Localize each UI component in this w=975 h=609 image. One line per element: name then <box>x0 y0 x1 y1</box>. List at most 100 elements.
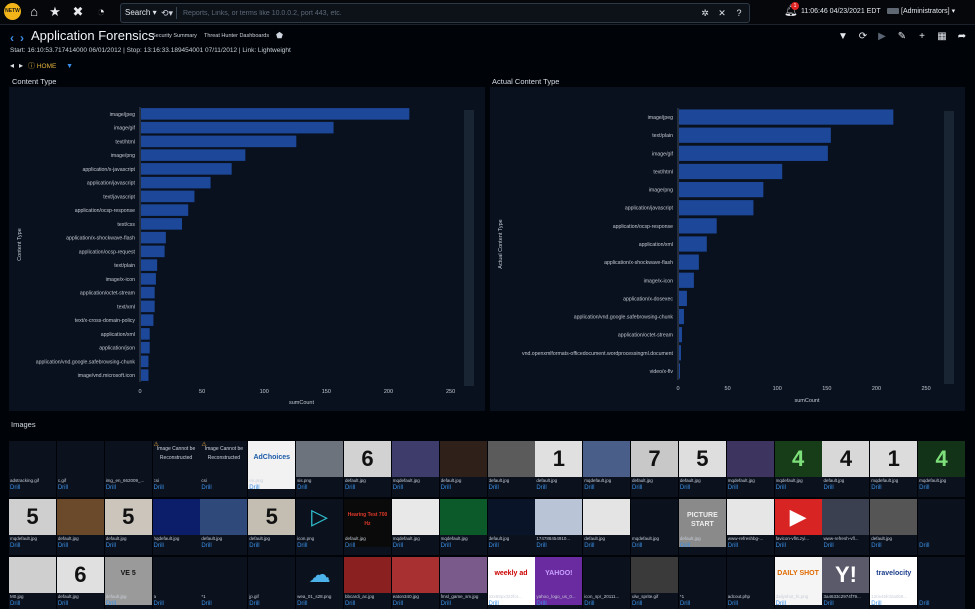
drill-link[interactable]: Drill <box>727 543 739 549</box>
drill-link[interactable]: Drill <box>775 543 786 549</box>
image-tile[interactable]: 7 default.jpg Drill <box>631 441 679 497</box>
drill-link[interactable]: Drill <box>201 601 212 607</box>
image-thumbnail[interactable] <box>56 499 104 535</box>
image-thumbnail[interactable]: 4 <box>822 441 870 477</box>
breadcrumb-threat-hunter[interactable]: Threat Hunter Dashboards <box>204 33 270 39</box>
add-icon[interactable]: + <box>919 31 925 42</box>
image-thumbnail[interactable] <box>248 557 296 593</box>
drill-link[interactable]: Drill <box>297 485 308 491</box>
drill-link[interactable]: Drill <box>249 601 260 607</box>
image-thumbnail[interactable]: 5 <box>104 499 152 535</box>
drill-link[interactable]: Drill <box>57 543 69 549</box>
image-tile[interactable]: hqdefault.jpg Drill <box>152 499 200 555</box>
pin-icon[interactable]: ✎ <box>897 31 907 42</box>
image-thumbnail[interactable] <box>535 499 583 535</box>
forward-arrow-icon[interactable]: › <box>20 31 24 45</box>
drill-link[interactable]: Drill <box>632 601 643 607</box>
image-thumbnail[interactable] <box>726 441 774 477</box>
image-tile[interactable]: Drill <box>918 499 966 555</box>
drill-link[interactable]: Drill <box>919 485 930 491</box>
image-tile[interactable]: default.jpg Drill <box>583 499 631 555</box>
drill-link[interactable]: Drill <box>105 543 117 549</box>
image-thumbnail[interactable] <box>583 557 631 593</box>
image-tile[interactable]: www-refreshbg-... Drill <box>726 499 774 555</box>
image-thumbnail[interactable] <box>870 499 918 535</box>
filter-icon[interactable]: ▼ <box>838 31 848 42</box>
drill-link[interactable]: Drill <box>823 601 834 607</box>
image-tile[interactable]: default.jpg Drill <box>487 441 535 497</box>
image-thumbnail[interactable] <box>822 499 870 535</box>
image-thumbnail[interactable]: 7 <box>631 441 679 477</box>
image-tile[interactable]: default.jpg Drill <box>870 499 918 555</box>
image-thumbnail[interactable] <box>9 557 56 593</box>
image-thumbnail[interactable]: 4 <box>918 441 966 477</box>
search-history-icon[interactable]: ⟲▾ <box>161 8 174 18</box>
drill-link[interactable]: Drill <box>344 601 356 607</box>
image-tile[interactable]: sis.png Drill <box>296 441 344 497</box>
image-thumbnail[interactable]: VE 5 <box>104 557 152 605</box>
image-tile[interactable]: a Drill <box>152 557 200 609</box>
drill-link[interactable]: Drill <box>10 485 21 491</box>
drill-link[interactable]: Drill <box>392 485 404 491</box>
image-tile[interactable]: ⚠ Image Cannot be Reconstructed csi Drill <box>200 441 248 497</box>
home-dropdown-icon[interactable]: ▼ <box>66 63 74 70</box>
image-tile[interactable]: 6 default.jpg Drill <box>56 557 104 609</box>
drill-link[interactable]: Drill <box>679 601 691 607</box>
image-thumbnail[interactable]: ▶ <box>774 499 822 535</box>
image-tile[interactable]: *1 Drill <box>678 557 726 609</box>
image-thumbnail[interactable]: ⚠ Image Cannot be Reconstructed <box>200 441 248 481</box>
image-thumbnail[interactable] <box>583 441 631 477</box>
image-tile[interactable]: 5 default.jpg Drill <box>104 499 152 555</box>
image-tile[interactable]: weekly ad 52x59px322for... Drill <box>487 557 535 609</box>
image-tile[interactable]: default.jpg Drill <box>200 499 248 555</box>
drill-link[interactable]: Drill <box>440 543 451 549</box>
home-icon[interactable]: ⌂ <box>30 4 38 19</box>
image-tile[interactable]: img_en_662009_... Drill <box>104 441 152 497</box>
home-forward-icon[interactable]: ▸ <box>19 61 24 70</box>
drill-link[interactable]: Drill <box>775 601 786 607</box>
image-thumbnail[interactable]: DAILY SHOT <box>774 557 822 605</box>
image-tile[interactable]: default.jpg Drill <box>439 441 487 497</box>
image-tile[interactable]: www-refresh-vfl... Drill <box>822 499 870 555</box>
image-tile[interactable]: ▶ favicon-vflrLzyi... Drill <box>774 499 822 555</box>
image-thumbnail[interactable]: 5 <box>9 499 56 535</box>
drill-link[interactable]: Drill <box>823 485 834 491</box>
image-tile[interactable]: 6 default.jpg Drill <box>343 441 391 497</box>
image-tile[interactable]: fmsl_game_sm.jpg Drill <box>439 557 487 609</box>
drill-link[interactable]: Drill <box>105 601 117 607</box>
search-settings-icon[interactable]: ✲ <box>701 8 709 18</box>
image-thumbnail[interactable] <box>439 441 487 477</box>
drill-link[interactable]: Drill <box>871 601 882 607</box>
clear-search-icon[interactable]: ✕ <box>718 8 726 18</box>
image-tile[interactable]: default.jpg Drill <box>56 499 104 555</box>
image-tile[interactable]: jp.gif Drill <box>248 557 296 609</box>
image-thumbnail[interactable]: AdChoices <box>248 441 296 489</box>
image-thumbnail[interactable] <box>391 499 439 535</box>
clock-icon[interactable]: ◔ <box>97 4 105 19</box>
image-tile[interactable]: 1 mqdefault.jpg Drill <box>870 441 918 497</box>
drill-link[interactable]: Drill <box>153 543 164 549</box>
image-tile[interactable]: ☁ wea_01_s28.png Drill <box>296 557 344 609</box>
image-tile[interactable]: 174788454910... Drill <box>535 499 583 555</box>
drill-link[interactable]: Drill <box>10 543 21 549</box>
drill-link[interactable]: Drill <box>249 485 260 491</box>
play-icon[interactable]: ▶ <box>878 31 886 42</box>
drill-link[interactable]: Drill <box>201 543 212 549</box>
image-thumbnail[interactable] <box>439 499 487 535</box>
image-thumbnail[interactable] <box>631 557 679 593</box>
drill-link[interactable]: Drill <box>871 543 882 549</box>
image-tile[interactable]: M0.jpg Drill <box>9 557 56 609</box>
image-thumbnail[interactable] <box>487 499 535 535</box>
drill-link[interactable]: Drill <box>297 601 308 607</box>
image-tile[interactable]: mqdefault.jpg Drill <box>631 499 679 555</box>
home-back-icon[interactable]: ◂ <box>10 61 15 70</box>
image-tile[interactable]: DAILY SHOT dailyshot_fs.png Drill <box>774 557 822 609</box>
image-tile[interactable]: mqdefault.jpg Drill <box>726 441 774 497</box>
drill-link[interactable]: Drill <box>632 485 643 491</box>
drill-link[interactable]: Drill <box>297 543 308 549</box>
image-tile[interactable]: mqdefault.jpg Drill <box>391 441 439 497</box>
drill-link[interactable]: Drill <box>57 485 69 491</box>
image-tile[interactable]: icon_spr_20111... Drill <box>583 557 631 609</box>
drill-link[interactable]: Drill <box>679 485 691 491</box>
drill-link[interactable]: Drill <box>536 543 547 549</box>
